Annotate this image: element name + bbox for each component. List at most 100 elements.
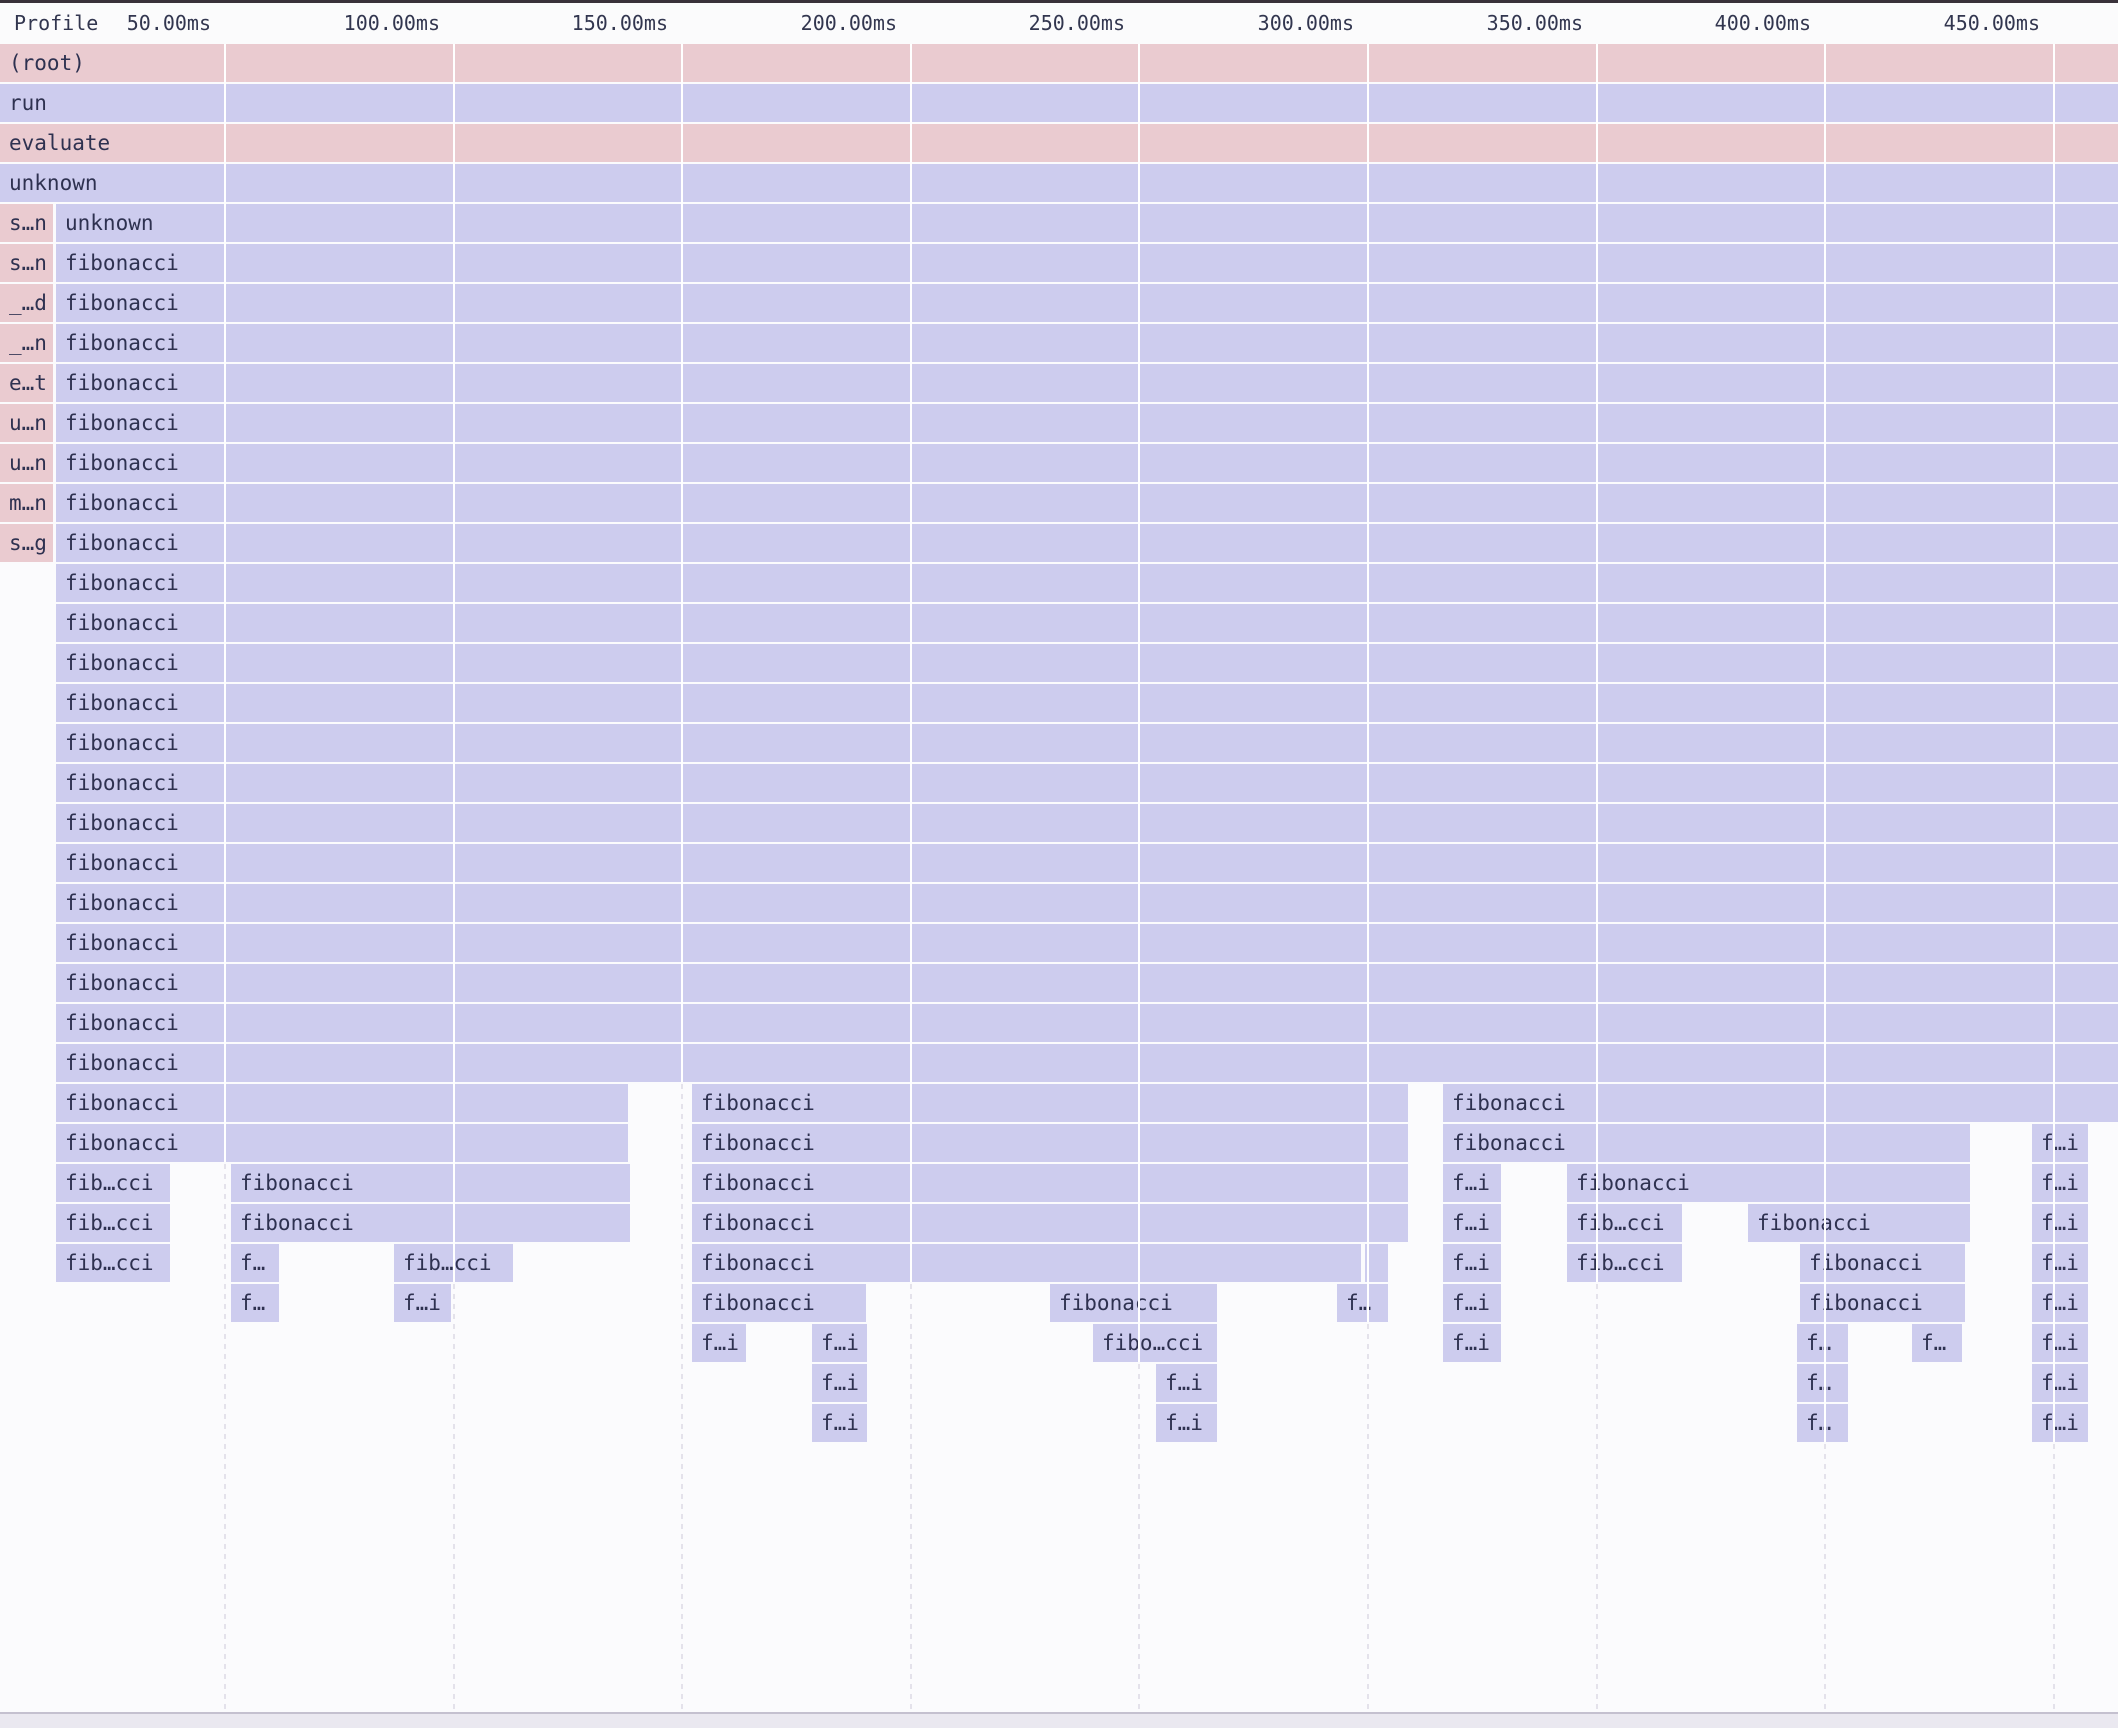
gridline-over-bars <box>910 44 912 1282</box>
flame-bar[interactable]: (root) <box>0 44 2118 82</box>
flame-bar[interactable]: f…i <box>812 1324 867 1362</box>
flame-bar[interactable]: _…n <box>0 324 53 362</box>
flame-bar[interactable]: unknown <box>0 164 2118 202</box>
bottom-scrollbar-track <box>0 1714 2118 1728</box>
flame-bar[interactable]: fibonacci <box>56 724 2118 762</box>
flame-bar[interactable]: m…n <box>0 484 53 522</box>
flame-bar[interactable]: f…i <box>1443 1244 1501 1282</box>
flame-bar[interactable]: f…i <box>2032 1204 2088 1242</box>
flame-bar[interactable]: unknown <box>56 204 2118 242</box>
flame-bar[interactable]: u…n <box>0 444 53 482</box>
flame-bar[interactable]: f…i <box>2032 1244 2088 1282</box>
flame-bar[interactable]: evaluate <box>0 124 2118 162</box>
gridline-over-bars <box>681 44 683 1082</box>
flame-bar[interactable]: fibonacci <box>56 484 2118 522</box>
flame-bar[interactable]: f…i <box>2032 1284 2088 1322</box>
flame-bar[interactable]: fibonacci <box>56 764 2118 802</box>
flame-bar[interactable]: f…i <box>812 1364 867 1402</box>
flame-bar[interactable]: fibonacci <box>56 684 2118 722</box>
ruler-tick-label: 200.00ms <box>800 11 897 35</box>
flame-bar[interactable]: fibonacci <box>56 1004 2118 1042</box>
ruler-tick-label: 150.00ms <box>571 11 668 35</box>
flame-bar[interactable]: fibonacci <box>692 1164 1408 1202</box>
flame-bar[interactable]: fibonacci <box>56 444 2118 482</box>
ruler-tick-label: 400.00ms <box>1714 11 1811 35</box>
flame-bar[interactable]: fibonacci <box>56 1084 628 1122</box>
flame-bar[interactable]: f… <box>1912 1324 1962 1362</box>
flame-bar[interactable]: s…g <box>0 524 53 562</box>
flame-bar[interactable]: fibonacci <box>1800 1284 1965 1322</box>
flame-bar[interactable]: fibonacci <box>56 884 2118 922</box>
gridline-over-bars <box>1367 44 1369 1322</box>
flame-bar[interactable]: fibonacci <box>692 1204 1408 1242</box>
flame-bar[interactable]: u…n <box>0 404 53 442</box>
flame-bar[interactable]: f…i <box>2032 1324 2088 1362</box>
ruler-tick-label: 350.00ms <box>1486 11 1583 35</box>
flame-bar[interactable]: fibonacci <box>1800 1244 1965 1282</box>
flame-bar[interactable]: fibonacci <box>56 404 2118 442</box>
flame-bar[interactable]: fibonacci <box>56 1044 2118 1082</box>
flame-bar[interactable]: fibonacci <box>56 1124 628 1162</box>
flame-bar[interactable]: fibonacci <box>56 924 2118 962</box>
ruler-tick-label: 250.00ms <box>1028 11 1125 35</box>
flame-bar[interactable]: fibonacci <box>1443 1084 2118 1122</box>
flame-bar[interactable]: f…i <box>1443 1324 1501 1362</box>
flame-bar[interactable]: fibonacci <box>692 1284 866 1322</box>
flame-bar[interactable]: f…i <box>2032 1364 2088 1402</box>
flame-bar[interactable]: f…i <box>1156 1404 1217 1442</box>
flame-bar[interactable]: fibonacci <box>56 244 2118 282</box>
flame-bar[interactable]: fibonacci <box>56 604 2118 642</box>
profile-label: Profile <box>14 11 99 35</box>
flame-bar[interactable]: _…d <box>0 284 53 322</box>
flame-bar[interactable]: fib…cci <box>56 1244 170 1282</box>
footer-divider <box>0 1712 2118 1714</box>
flame-bar[interactable]: f…i <box>2032 1124 2088 1162</box>
flame-bar[interactable]: f… <box>1797 1404 1848 1442</box>
flame-bar[interactable]: fibonacci <box>1443 1124 1970 1162</box>
ruler-tick-label: 300.00ms <box>1257 11 1354 35</box>
flame-bar[interactable]: e…t <box>0 364 53 402</box>
flame-bar[interactable]: f…i <box>812 1404 867 1442</box>
flame-bar[interactable]: fib…cci <box>56 1164 170 1202</box>
flame-bar[interactable]: fibonacci <box>56 284 2118 322</box>
flame-bar[interactable]: fibonacci <box>56 524 2118 562</box>
flame-bar[interactable]: fibonacci <box>692 1084 1408 1122</box>
flame-bar[interactable] <box>1365 1244 1388 1282</box>
flame-bar[interactable]: run <box>0 84 2118 122</box>
flame-bar[interactable]: fibonacci <box>692 1244 1361 1282</box>
flame-bar[interactable]: fibonacci <box>231 1204 630 1242</box>
flame-bar[interactable]: fibonacci <box>56 364 2118 402</box>
flame-bar[interactable]: fibonacci <box>56 964 2118 1002</box>
flame-bar[interactable]: f…i <box>2032 1404 2088 1442</box>
flame-bar[interactable]: fibonacci <box>56 564 2118 602</box>
gridline-over-bars <box>1824 44 1826 1442</box>
flame-bar[interactable]: fibonacci <box>56 844 2118 882</box>
flame-bar[interactable]: f…i <box>1443 1204 1501 1242</box>
flame-bar[interactable]: fibonacci <box>56 324 2118 362</box>
flame-bar[interactable]: s…n <box>0 244 53 282</box>
flame-bar[interactable]: fibo…cci <box>1093 1324 1217 1362</box>
flame-bar[interactable]: fib…cci <box>1567 1244 1682 1282</box>
flame-bar[interactable]: f… <box>1337 1284 1388 1322</box>
ruler-tick-label: 50.00ms <box>126 11 211 35</box>
flame-bar[interactable]: f…i <box>1156 1364 1217 1402</box>
flame-bar[interactable]: fibonacci <box>692 1124 1408 1162</box>
flame-bar[interactable]: fib…cci <box>1567 1204 1682 1242</box>
flame-bar[interactable]: fibonacci <box>56 804 2118 842</box>
flame-bar[interactable]: f… <box>231 1244 279 1282</box>
flame-bar[interactable]: f… <box>231 1284 279 1322</box>
flame-bar[interactable]: fibonacci <box>231 1164 630 1202</box>
flame-bar[interactable]: f…i <box>1443 1284 1501 1322</box>
flame-bar[interactable]: fib…cci <box>56 1204 170 1242</box>
flame-bar[interactable]: f…i <box>2032 1164 2088 1202</box>
flame-bar[interactable]: fibonacci <box>1050 1284 1217 1322</box>
flame-bar[interactable]: f… <box>1797 1324 1848 1362</box>
flame-bar[interactable]: fibonacci <box>1567 1164 1970 1202</box>
flame-bar[interactable]: s…n <box>0 204 53 242</box>
flame-bar[interactable]: f… <box>1797 1364 1848 1402</box>
flame-bar[interactable]: fibonacci <box>56 644 2118 682</box>
flame-bar[interactable]: f…i <box>692 1324 746 1362</box>
flame-bar[interactable]: fibonacci <box>1748 1204 1970 1242</box>
flame-bar[interactable]: f…i <box>394 1284 451 1322</box>
flame-bar[interactable]: f…i <box>1443 1164 1501 1202</box>
